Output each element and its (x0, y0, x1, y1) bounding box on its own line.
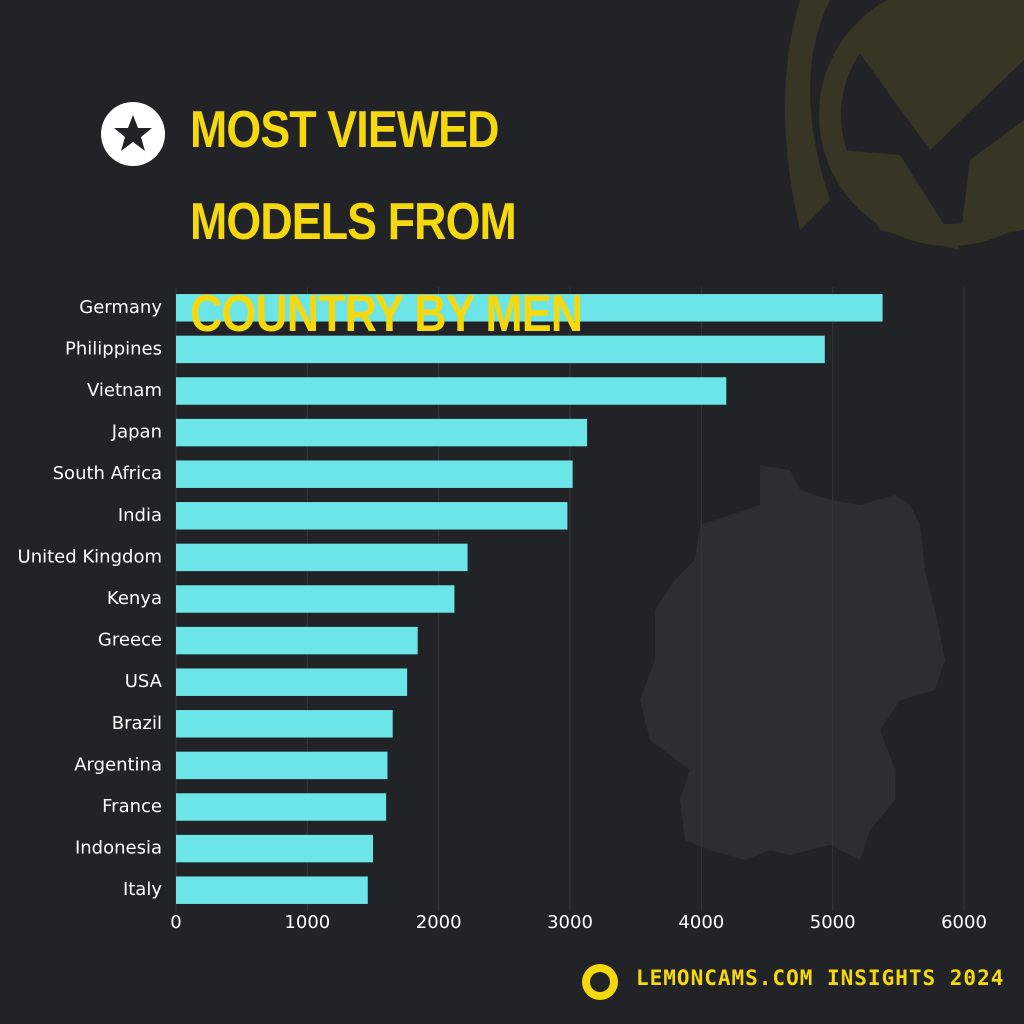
bar (176, 418, 588, 447)
bar (176, 335, 825, 364)
x-tick-label: 0 (170, 912, 181, 933)
y-tick-label: Argentina (74, 754, 162, 775)
y-tick-label: USA (125, 671, 163, 692)
bar (176, 626, 418, 655)
y-tick-label: Germany (79, 297, 162, 318)
bar (176, 876, 368, 904)
y-tick-label: Brazil (112, 713, 162, 734)
y-tick-label: Indonesia (75, 838, 162, 859)
y-tick-label: Philippines (65, 338, 162, 359)
bar (176, 710, 393, 738)
title-star (114, 115, 152, 151)
x-tick-label: 2000 (416, 912, 462, 933)
y-tick-label: Japan (111, 422, 162, 443)
x-tick-label: 6000 (941, 912, 987, 933)
bar (176, 834, 373, 863)
y-tick-label: Kenya (107, 588, 162, 609)
bar (176, 751, 388, 780)
x-tick-label: 4000 (678, 912, 724, 933)
bar (176, 793, 387, 821)
bar (176, 294, 883, 322)
y-tick-label: South Africa (53, 463, 162, 484)
x-tick-label: 5000 (810, 912, 856, 933)
footer-logo-hole (590, 972, 610, 992)
y-tick-label: Greece (98, 630, 162, 651)
germany-map (640, 465, 945, 860)
y-tick-label: Italy (123, 879, 162, 900)
x-tick-label: 1000 (284, 912, 330, 933)
chart-title: MOST VIEWED MODELS FROM COUNTRY BY MEN (190, 101, 583, 343)
footer: LEMONCAMS.COM INSIGHTS 2024 (636, 966, 1005, 990)
bar (176, 585, 455, 613)
bar (176, 502, 568, 530)
y-tick-label: France (102, 796, 162, 817)
bar (176, 543, 468, 572)
aperture-decoration (785, 0, 1024, 250)
x-tick-label: 3000 (547, 912, 593, 933)
y-tick-label: India (118, 505, 162, 526)
bar (176, 377, 727, 405)
bar (176, 460, 573, 488)
y-tick-label: United Kingdom (18, 546, 162, 567)
bar (176, 668, 408, 696)
y-tick-label: Vietnam (87, 380, 162, 401)
